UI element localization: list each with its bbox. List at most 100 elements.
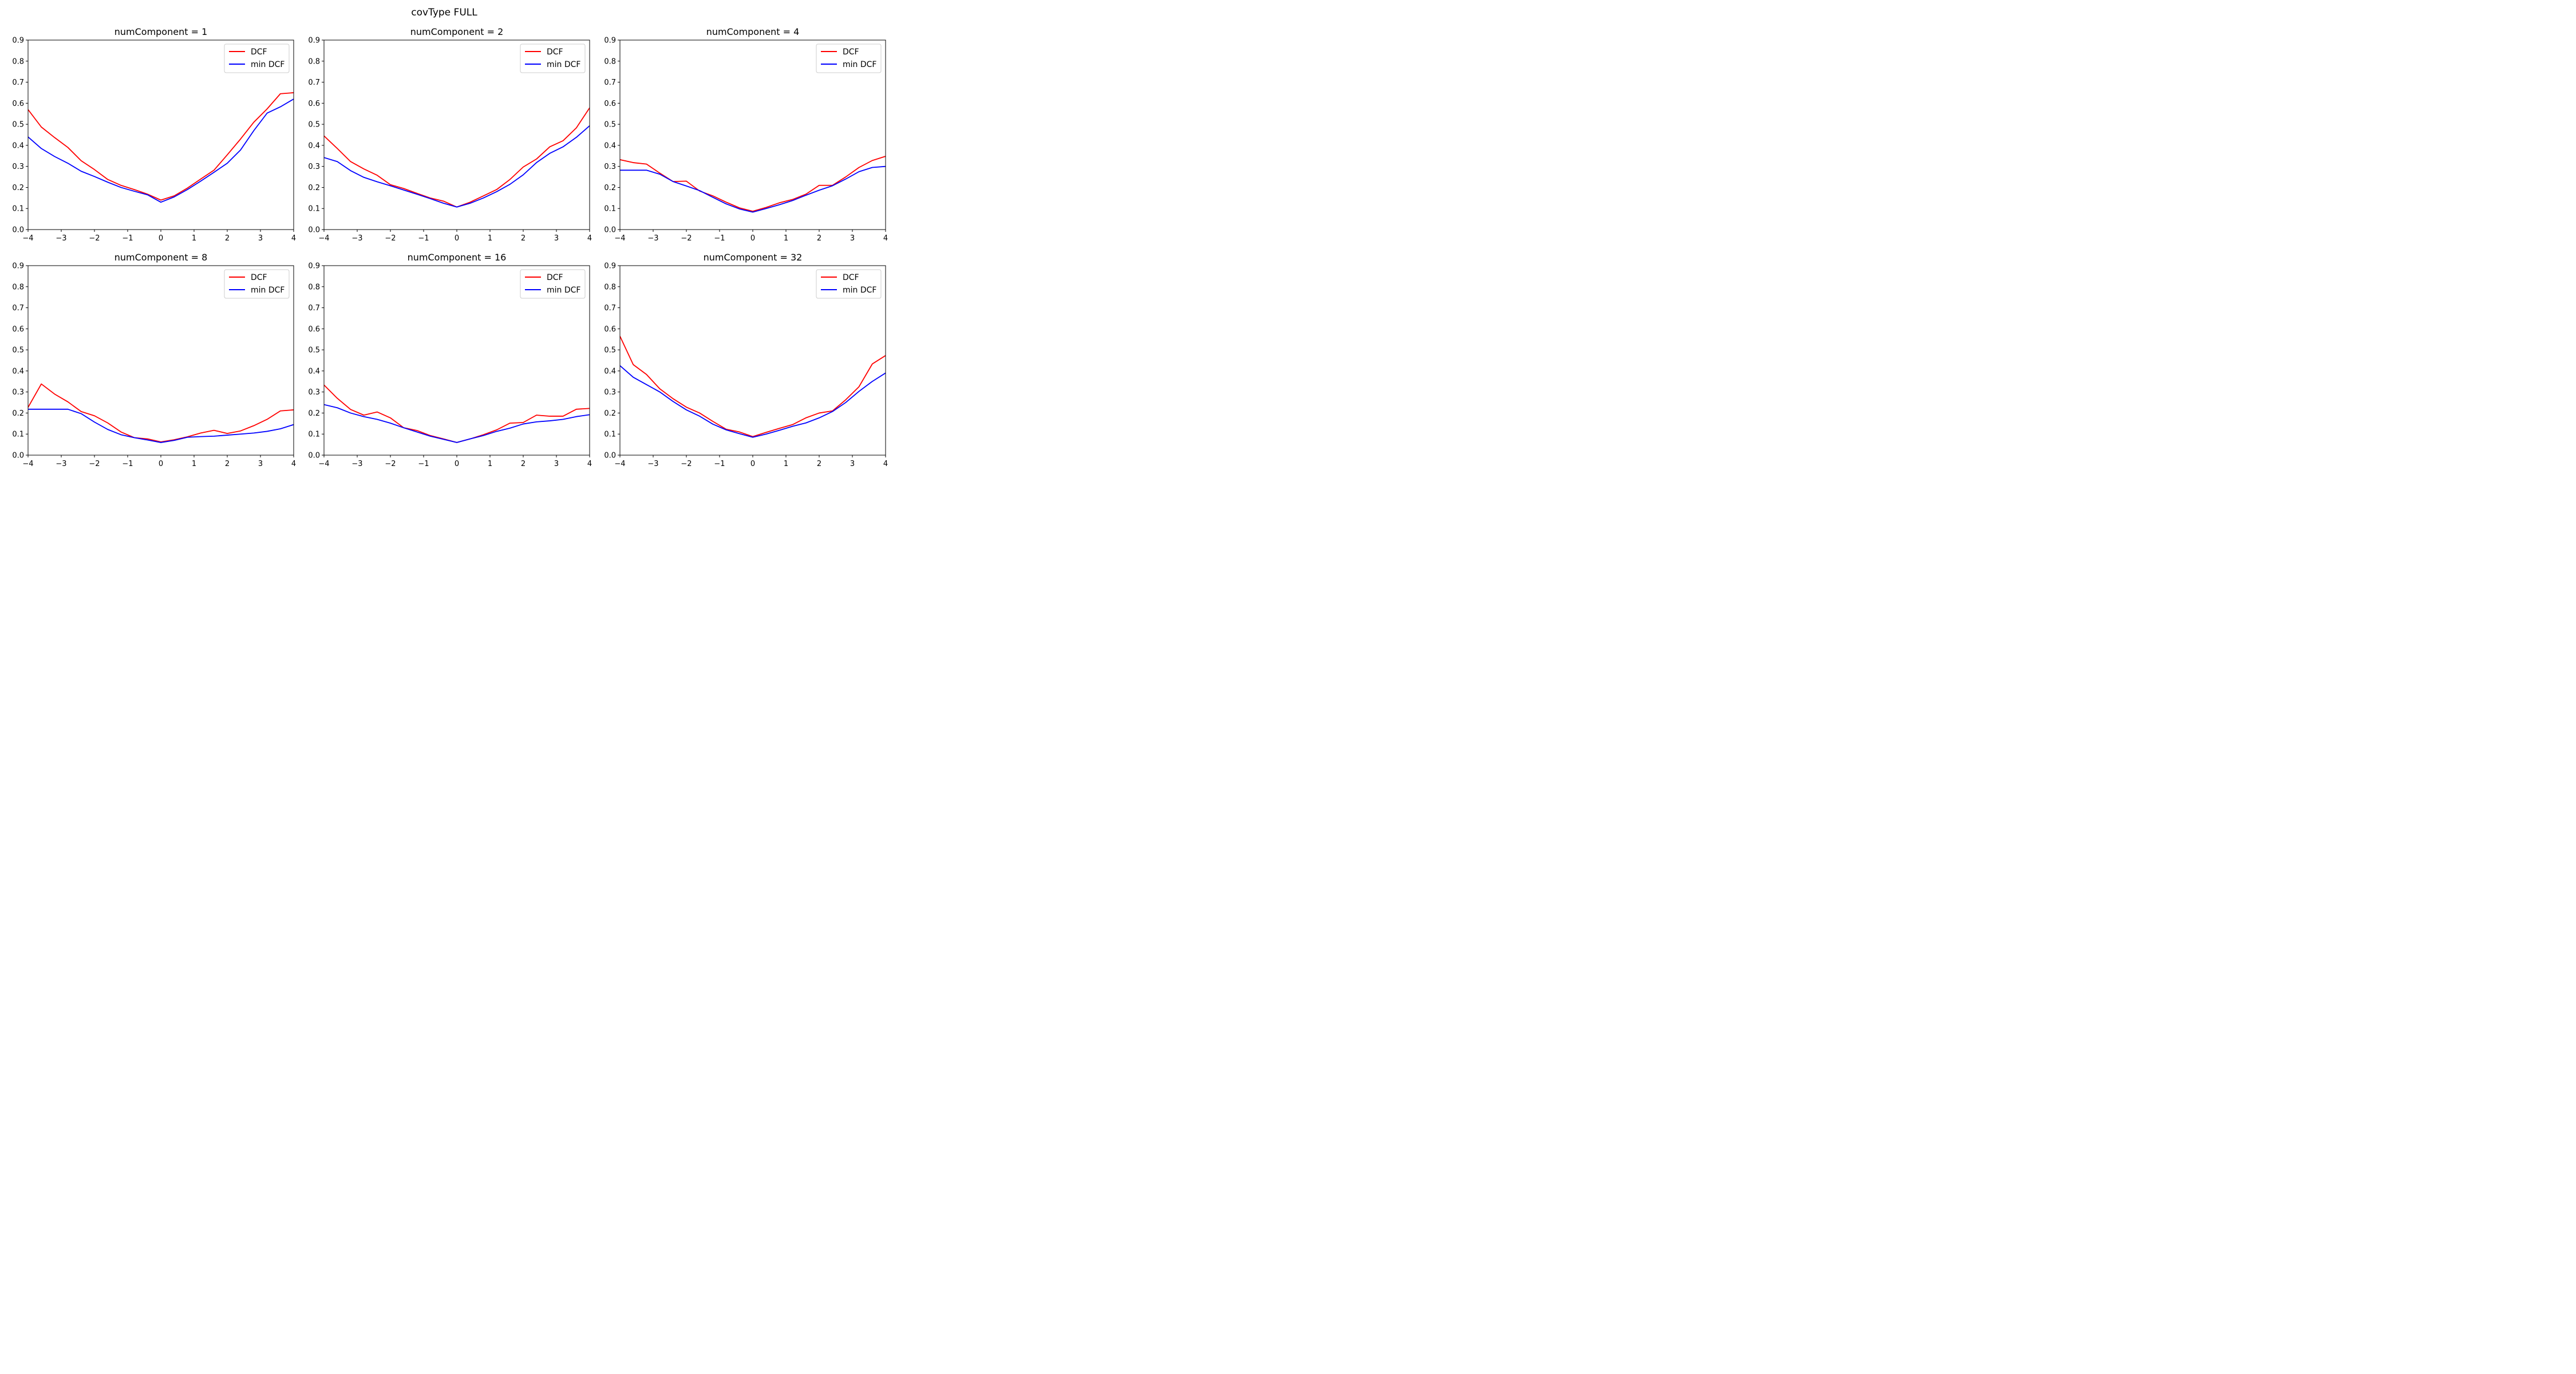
- legend-label: DCF: [547, 48, 563, 57]
- y-tick-label: 0.7: [308, 304, 320, 313]
- x-tick-label: −3: [647, 234, 658, 243]
- y-tick-label: 0.3: [604, 163, 616, 171]
- x-tick-label: 0: [455, 234, 459, 243]
- legend-label: min DCF: [547, 60, 580, 69]
- y-tick-label: 0.4: [12, 367, 24, 376]
- y-tick-label: 0.9: [12, 262, 24, 271]
- x-tick-label: −1: [418, 234, 429, 243]
- y-tick-label: 0.9: [308, 37, 320, 45]
- x-tick-label: −2: [385, 460, 396, 468]
- x-tick-label: 2: [225, 234, 230, 243]
- x-tick-label: 0: [750, 234, 755, 243]
- y-tick-label: 0.5: [12, 346, 24, 355]
- x-tick-label: 2: [521, 460, 526, 468]
- series-line-min-dcf: [28, 408, 294, 443]
- x-tick-label: 2: [817, 460, 821, 468]
- x-tick-label: −1: [122, 460, 133, 468]
- x-tick-label: 3: [258, 460, 263, 468]
- y-tick-label: 0.6: [604, 325, 616, 334]
- x-tick-label: 3: [850, 460, 855, 468]
- legend-label: min DCF: [251, 60, 285, 69]
- y-tick-label: 0.2: [604, 184, 616, 192]
- y-tick-label: 0.9: [12, 37, 24, 45]
- subplot-title: numComponent = 4: [706, 26, 800, 37]
- x-tick-label: −4: [22, 234, 33, 243]
- x-tick-label: −3: [56, 460, 66, 468]
- y-tick-label: 0.5: [12, 121, 24, 129]
- y-tick-label: 0.3: [12, 388, 24, 397]
- y-tick-label: 0.7: [308, 78, 320, 87]
- x-tick-label: 0: [750, 460, 755, 468]
- x-tick-label: 2: [817, 234, 821, 243]
- x-tick-label: 1: [192, 460, 196, 468]
- y-tick-label: 0.6: [308, 100, 320, 108]
- y-tick-label: 0.5: [604, 346, 616, 355]
- legend-label: min DCF: [843, 286, 876, 295]
- x-tick-label: 1: [784, 460, 788, 468]
- y-tick-label: 0.8: [308, 283, 320, 291]
- x-tick-label: 4: [883, 460, 888, 468]
- legend: DCF min DCF: [520, 269, 586, 299]
- y-tick-label: 0.7: [604, 78, 616, 87]
- y-tick-label: 0.9: [308, 262, 320, 271]
- x-tick-label: 4: [587, 460, 592, 468]
- y-tick-label: 0.1: [12, 431, 24, 439]
- y-tick-label: 0.0: [604, 226, 616, 235]
- x-tick-label: 4: [587, 234, 592, 243]
- legend-label: min DCF: [251, 286, 285, 295]
- y-tick-label: 0.7: [12, 304, 24, 313]
- y-tick-label: 0.3: [12, 163, 24, 171]
- x-tick-label: 4: [291, 460, 296, 468]
- x-tick-label: −4: [22, 460, 33, 468]
- legend: DCF min DCF: [816, 44, 882, 73]
- y-tick-label: 0.6: [308, 325, 320, 334]
- x-tick-label: −4: [318, 460, 329, 468]
- y-tick-label: 0.6: [12, 325, 24, 334]
- x-tick-label: 1: [488, 234, 492, 243]
- x-tick-label: 2: [225, 460, 230, 468]
- subplot-title: numComponent = 32: [704, 252, 803, 263]
- legend-label: DCF: [251, 48, 267, 57]
- y-tick-label: 0.2: [308, 184, 320, 192]
- x-tick-label: −2: [681, 234, 692, 243]
- y-tick-label: 0.3: [308, 163, 320, 171]
- series-line-min-dcf: [620, 165, 886, 213]
- y-tick-label: 0.9: [604, 262, 616, 271]
- y-tick-label: 0.0: [12, 226, 24, 235]
- figure: covType FULL numComponent = 1 −4 −3 −2 −1 0 1 2…: [0, 0, 888, 473]
- legend-label: DCF: [251, 273, 267, 282]
- y-tick-label: 0.8: [308, 57, 320, 66]
- y-tick-label: 0.4: [12, 141, 24, 150]
- x-tick-label: 4: [291, 234, 296, 243]
- y-tick-label: 0.1: [308, 431, 320, 439]
- y-tick-label: 0.8: [604, 57, 616, 66]
- series-line-dcf: [324, 107, 590, 208]
- y-tick-label: 0.2: [308, 409, 320, 418]
- y-tick-label: 0.8: [12, 283, 24, 291]
- subplot-title: numComponent = 1: [114, 26, 208, 37]
- y-tick-label: 0.8: [604, 283, 616, 291]
- series-line-min-dcf: [324, 404, 590, 443]
- y-tick-label: 0.7: [12, 78, 24, 87]
- x-tick-label: 0: [455, 460, 459, 468]
- x-tick-label: 2: [521, 234, 526, 243]
- y-tick-label: 0.4: [604, 141, 616, 150]
- x-tick-label: −1: [714, 234, 725, 243]
- figure-title: covType FULL: [411, 7, 477, 18]
- subplot-4: numComponent = 8 −4 −3 −2 −1 0 1 2 3 4 0.0 0.1 0.2 0.…: [12, 252, 296, 468]
- subplot-5: numComponent = 16 −4 −3 −2 −1 0 1 2 3 4 0.0 0.1 0.2 0…: [308, 252, 592, 468]
- x-tick-label: −2: [681, 460, 692, 468]
- x-tick-label: −3: [647, 460, 658, 468]
- y-tick-label: 0.2: [604, 409, 616, 418]
- y-tick-label: 0.7: [604, 304, 616, 313]
- x-tick-label: −3: [351, 234, 362, 243]
- x-tick-label: 1: [784, 234, 788, 243]
- legend: DCF min DCF: [520, 44, 586, 73]
- x-tick-label: −2: [385, 234, 396, 243]
- subplot-2: numComponent = 2 −4 −3 −2 −1 0 1 2 3 4 0.0 0.1 0.2 0.…: [308, 26, 592, 243]
- y-tick-label: 0.4: [604, 367, 616, 376]
- y-tick-label: 0.1: [308, 205, 320, 214]
- y-tick-label: 0.4: [308, 367, 320, 376]
- subplot-3: numComponent = 4 −4 −3 −2 −1 0 1 2 3 4 0.0 0.1 0.2 0.…: [604, 26, 888, 243]
- series-line-dcf: [620, 335, 886, 437]
